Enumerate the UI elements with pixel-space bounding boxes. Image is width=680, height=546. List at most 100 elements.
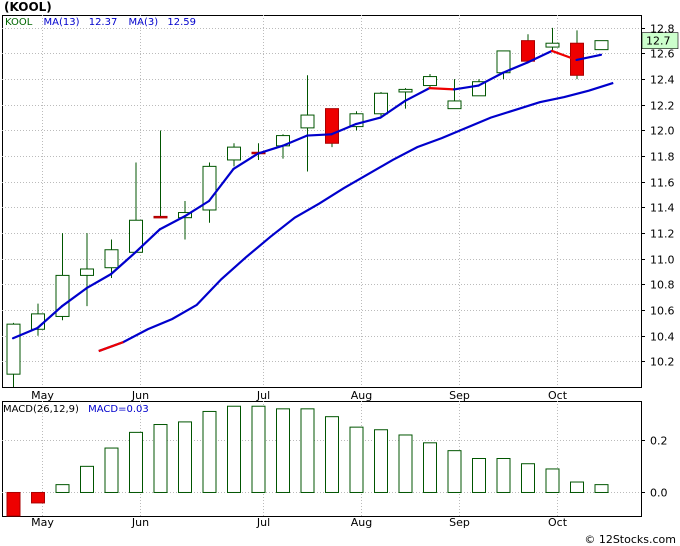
macd-bar	[6, 491, 21, 517]
macd-panel-frame	[2, 401, 642, 517]
ma3-segment	[256, 144, 284, 155]
candle-body	[80, 268, 94, 276]
watermark: © 12Stocks.com	[584, 533, 676, 546]
legend-ticker: KOOL	[5, 17, 33, 28]
candle	[398, 88, 413, 109]
candle-body	[202, 165, 217, 211]
macd-bar	[202, 410, 217, 493]
ma3-segment	[526, 49, 554, 64]
macd-tick-label: 0.2	[650, 435, 668, 448]
candle-body	[104, 249, 119, 269]
macd-bar	[80, 465, 94, 493]
candle	[153, 130, 168, 219]
price-tick-label: 10.6	[650, 305, 675, 318]
macd-bar	[300, 408, 315, 493]
price-tick-label: 12.2	[650, 100, 675, 113]
macd-bar	[325, 416, 339, 493]
macd-xtick-label: Aug	[351, 516, 372, 529]
ma3-segment	[330, 122, 358, 136]
candle-body	[398, 88, 413, 93]
ma3-segment	[305, 133, 333, 137]
macd-bar	[178, 421, 192, 493]
macd-legend-value-label: MACD=	[88, 404, 126, 415]
price-xtick-label: Jun	[131, 389, 149, 402]
macd-bar	[153, 424, 168, 493]
price-xtick-label: Oct	[548, 389, 568, 402]
candle	[594, 40, 609, 51]
price-tick-label: 12.6	[650, 48, 675, 61]
macd-bar	[349, 426, 364, 493]
candle	[545, 27, 560, 51]
ma13-line	[98, 81, 614, 353]
candle-body	[594, 40, 609, 51]
candle	[80, 233, 94, 307]
axis-labels: 10.2 10.4 10.6 10.8 11.0 11.2 11.4 11.6 11.8 12.0…	[31, 23, 679, 529]
price-tick-label: 11.6	[650, 177, 675, 190]
macd-xtick-label: Jul	[256, 516, 270, 529]
price-tick-label: 11.0	[650, 254, 675, 267]
macd-tick-label: 0.0	[650, 487, 668, 500]
price-tick-label: 12.4	[650, 74, 675, 87]
ma3-segment	[85, 273, 113, 290]
ma3-segment	[207, 167, 235, 203]
candle	[227, 143, 241, 167]
ma3-segment	[109, 251, 137, 276]
candle	[104, 239, 119, 278]
legend-ma13-label: MA(13)	[44, 17, 80, 28]
ma13-down-segment	[98, 341, 124, 353]
macd-bar	[496, 458, 511, 493]
candle	[55, 233, 70, 321]
ma3-segment	[158, 215, 186, 231]
price-tick-label: 10.8	[650, 279, 675, 292]
ma3-segment	[354, 116, 382, 126]
candle-body	[300, 114, 315, 129]
macd-xtick-label: Sep	[449, 516, 470, 529]
ma3-segment	[575, 53, 603, 61]
price-xtick-label: Sep	[449, 389, 470, 402]
price-tick-label: 10.2	[650, 356, 675, 369]
candle	[6, 322, 21, 387]
macd-bar	[374, 429, 388, 493]
chart-frames	[2, 15, 642, 517]
legend-ma3-value: 12.59	[167, 17, 196, 28]
candle	[202, 162, 217, 223]
candle-body	[325, 108, 339, 144]
chart-title: (KOOL)	[4, 0, 52, 14]
candle-body	[545, 42, 560, 48]
ma3-segment	[501, 61, 529, 74]
ma3-segment	[60, 287, 88, 308]
macd-bar	[447, 450, 462, 493]
candle-body	[423, 76, 437, 87]
macd-xtick-label: May	[31, 516, 54, 529]
macd-bar	[545, 468, 560, 493]
macd-bar	[104, 447, 119, 493]
macd-legend: MACD(26,12,9) MACD=0.03	[3, 404, 149, 415]
ma3-segment	[477, 71, 505, 87]
ma3-segment	[550, 49, 578, 61]
macd-bar	[594, 484, 609, 493]
candle-body	[447, 100, 462, 110]
candle	[374, 91, 388, 118]
candle	[521, 34, 535, 62]
price-legend: KOOL MA(13) 12.37 MA(3) 12.59	[5, 17, 196, 28]
macd-bar	[570, 481, 584, 493]
last-price-box	[641, 32, 679, 49]
price-tick-label: 12.0	[650, 125, 675, 138]
macd-bar	[31, 491, 45, 504]
candle-body	[521, 40, 535, 62]
ma3-segment	[11, 326, 39, 340]
macd-legend-value: 0.03	[127, 404, 149, 415]
macd-bar	[423, 442, 437, 493]
macd-bar	[521, 463, 535, 493]
candle	[570, 30, 584, 80]
macd-bar	[129, 431, 143, 493]
candle-body	[374, 92, 388, 115]
macd-bar	[398, 434, 413, 493]
candle	[447, 79, 462, 110]
macd-bar	[251, 405, 266, 493]
price-tick-label: 11.4	[650, 202, 675, 215]
ma3-segment	[232, 152, 260, 171]
candle-body	[6, 323, 21, 375]
macd-xtick-label: Jun	[131, 516, 149, 529]
